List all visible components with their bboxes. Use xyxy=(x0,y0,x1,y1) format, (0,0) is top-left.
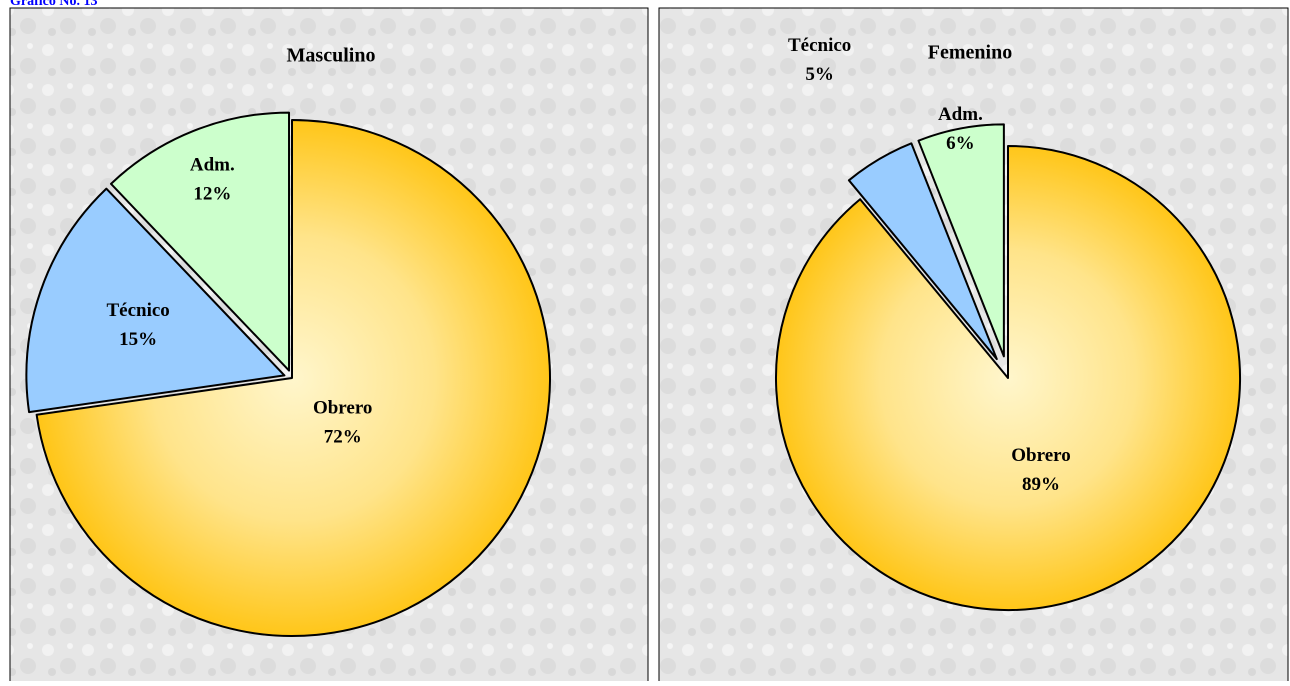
slice-value: 5% xyxy=(805,64,834,85)
slice-label: Técnico xyxy=(788,35,851,56)
slice-label: Obrero xyxy=(313,397,372,418)
slice-value: 12% xyxy=(193,183,231,204)
pie-slice xyxy=(775,145,1241,611)
slice-label: Obrero xyxy=(1011,445,1070,466)
pie-slice xyxy=(35,119,551,637)
slice-value: 15% xyxy=(119,329,157,350)
chart-title: Femenino xyxy=(928,42,1012,64)
slice-value: 6% xyxy=(946,133,975,154)
pie-slice xyxy=(917,123,1005,358)
slice-value: 89% xyxy=(1022,474,1060,495)
slice-value: 72% xyxy=(324,426,362,447)
caption: Grafico No. 13 xyxy=(10,0,97,9)
slice-label: Adm. xyxy=(938,104,983,125)
slice-label: Adm. xyxy=(190,154,235,175)
pie-slice xyxy=(109,111,291,372)
pie-slice xyxy=(25,187,286,414)
chart-title: Masculino xyxy=(287,45,376,67)
pie-slice xyxy=(847,142,998,361)
slice-label: Técnico xyxy=(106,300,169,321)
